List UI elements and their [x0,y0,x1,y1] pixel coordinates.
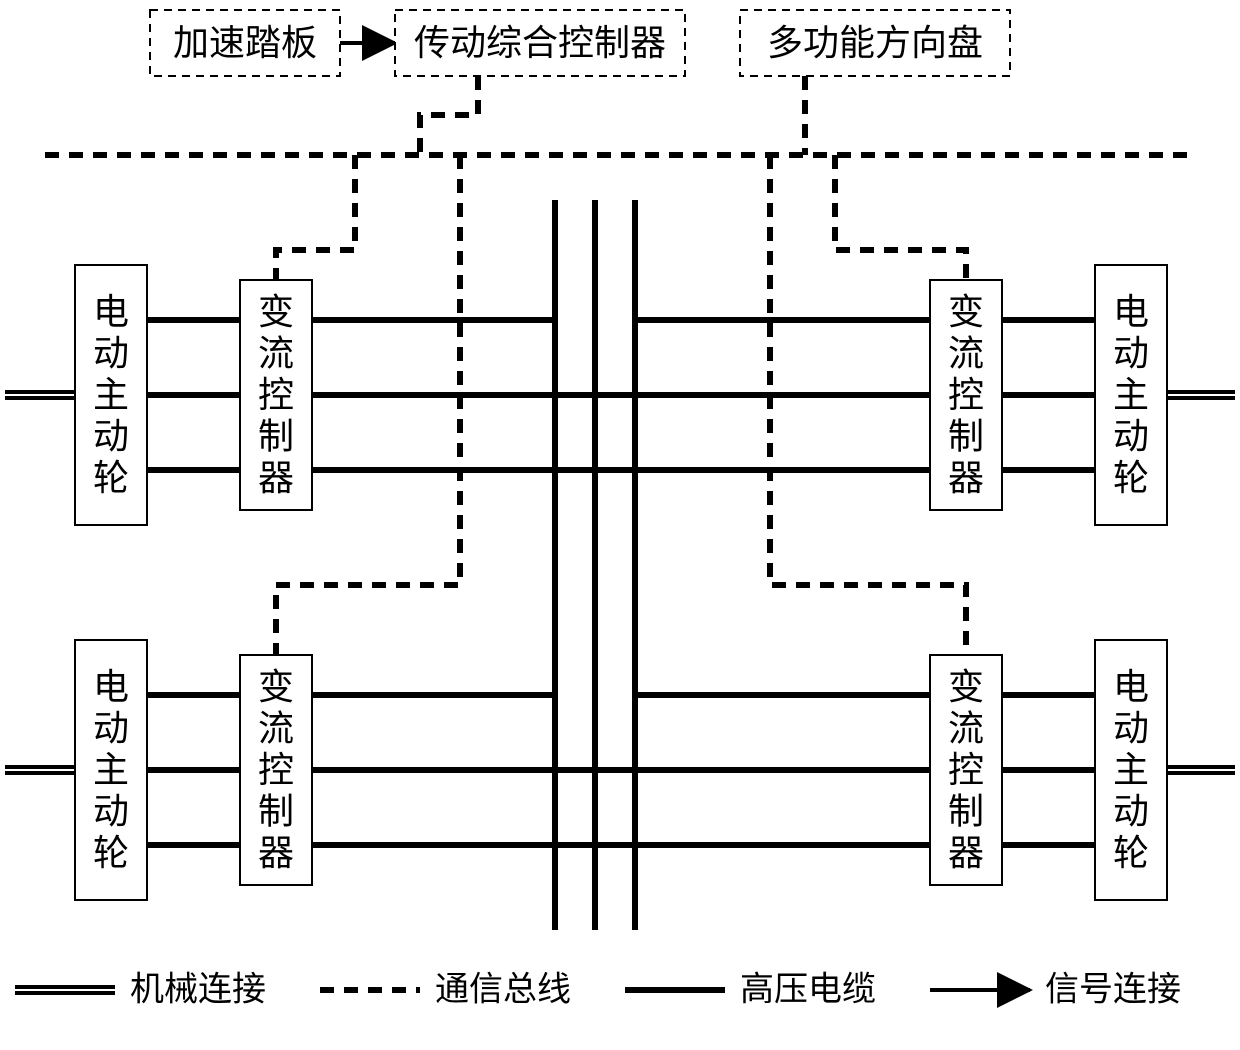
legend-label: 通信总线 [435,971,571,1009]
node-label: 变流控制器 [948,667,984,873]
node-motor_tl: 电动主动轮 [75,265,147,525]
node-label: 电动主动轮 [93,667,129,873]
node-conv_br: 变流控制器 [930,655,1002,885]
legend-label: 高压电缆 [740,971,876,1009]
node-label: 变流控制器 [258,292,294,498]
node-conv_bl: 变流控制器 [240,655,312,885]
node-label: 变流控制器 [258,667,294,873]
node-label: 多功能方向盘 [767,23,983,63]
legend-label: 机械连接 [130,971,266,1009]
node-motor_br: 电动主动轮 [1095,640,1167,900]
node-trans_ctrl: 传动综合控制器 [395,10,685,76]
comm-bus-line [835,155,966,280]
node-label: 变流控制器 [948,292,984,498]
comm-bus-line [420,76,478,155]
node-conv_tr: 变流控制器 [930,280,1002,510]
node-conv_tl: 变流控制器 [240,280,312,510]
comm-bus-line [276,155,355,280]
node-motor_bl: 电动主动轮 [75,640,147,900]
node-label: 电动主动轮 [1113,292,1149,498]
node-accel_pedal: 加速踏板 [150,10,340,76]
legend-label: 信号连接 [1045,971,1181,1009]
node-motor_tr: 电动主动轮 [1095,265,1167,525]
node-label: 电动主动轮 [1113,667,1149,873]
node-steering: 多功能方向盘 [740,10,1010,76]
node-label: 电动主动轮 [93,292,129,498]
node-label: 加速踏板 [173,23,317,63]
node-label: 传动综合控制器 [414,23,666,63]
